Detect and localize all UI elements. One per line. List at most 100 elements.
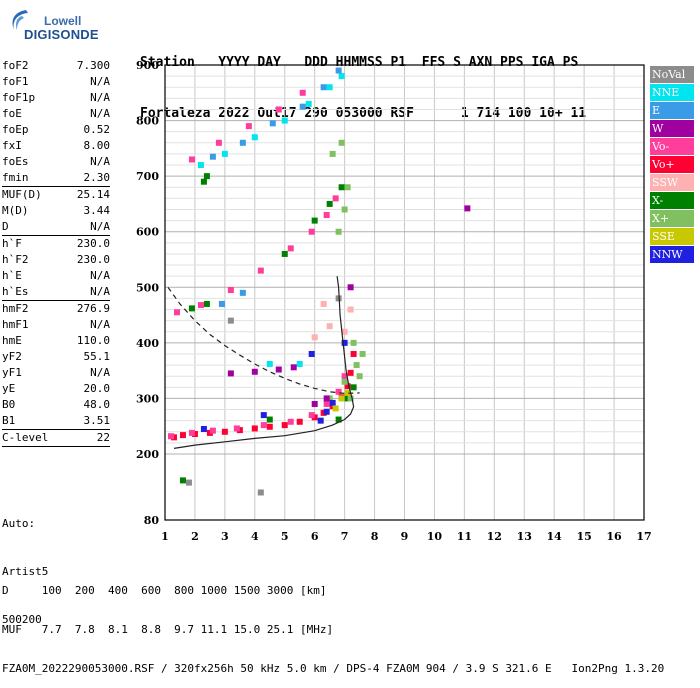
param-name: C-level <box>2 431 49 444</box>
x-tick-label: 8 <box>371 530 379 543</box>
echo-point-x- <box>350 384 357 391</box>
echo-point-noval <box>227 317 234 324</box>
echo-point-nnw <box>317 417 324 424</box>
echo-point-vo- <box>173 309 180 316</box>
x-tick-label: 10 <box>427 530 443 543</box>
echo-point-vo- <box>347 369 354 376</box>
echo-point-sse <box>344 389 351 396</box>
y-tick-label: 400 <box>136 337 159 350</box>
x-tick-label: 7 <box>341 530 349 543</box>
echo-point-x- <box>326 200 333 207</box>
scaled-parameters-panel: foF2 7.300 foF1 N/A foF1p N/A foE N/A foEp 0.52 fx… <box>2 58 110 447</box>
echo-point-x- <box>329 150 336 157</box>
legend-item-vo-: Vo- <box>650 138 694 155</box>
echo-point-vo- <box>167 433 174 440</box>
echo-point-vo- <box>323 400 330 407</box>
x-tick-label: 5 <box>281 530 289 543</box>
echo-point-x- <box>188 305 195 312</box>
echo-point-vo- <box>188 429 195 436</box>
echo-point-nnw <box>341 339 348 346</box>
param-row: M(D) 3.44 <box>2 203 110 219</box>
echo-point-x- <box>356 373 363 380</box>
echo-point-nnw <box>308 350 315 357</box>
param-row: foF2 7.300 <box>2 58 110 74</box>
echo-point-ssw <box>326 323 333 330</box>
param-name: h`F2 <box>2 253 29 266</box>
echo-point-x- <box>353 362 360 369</box>
echo-point-vo- <box>260 422 267 429</box>
param-row: foEp 0.52 <box>2 122 110 138</box>
param-value: 20.0 <box>83 382 111 395</box>
echo-point-x- <box>347 395 354 402</box>
param-value: 8.00 <box>83 139 111 152</box>
param-value: N/A <box>90 366 110 379</box>
legend-item-ssw: SSW <box>650 174 694 191</box>
y-tick-label: 200 <box>136 448 159 461</box>
echo-point-vo- <box>245 123 252 130</box>
echo-point-vo- <box>209 427 216 434</box>
x-tick-label: 15 <box>576 530 591 543</box>
param-name: foF1p <box>2 91 36 104</box>
param-row: B0 48.0 <box>2 397 110 413</box>
x-tick-label: 11 <box>457 530 472 543</box>
echo-point-w <box>311 400 318 407</box>
chart-tick-labels: 1 2 3 4 5 6 7 8 9 10 11 12 13 14 15 16 17802003004005006… <box>136 59 652 543</box>
echo-point-x- <box>281 250 288 257</box>
param-row: yF1 N/A <box>2 365 110 381</box>
param-name: hmF1 <box>2 318 29 331</box>
curve-model <box>167 286 360 395</box>
echo-point-x- <box>344 184 351 191</box>
x-tick-label: 4 <box>251 530 259 543</box>
param-value: 276.9 <box>76 302 110 315</box>
param-name: hmE <box>2 334 22 347</box>
echo-point-x- <box>203 300 210 307</box>
param-row: C-level 22 <box>2 430 110 446</box>
legend-item-nnw: NNW <box>650 246 694 263</box>
param-name: h`E <box>2 269 22 282</box>
echo-point-vo- <box>332 195 339 202</box>
y-tick-label: 500 <box>136 281 159 294</box>
echo-point-vo- <box>287 418 294 425</box>
logo-swoosh-icon <box>12 10 28 30</box>
echo-point-x- <box>203 173 210 180</box>
param-name: fmin <box>2 171 29 184</box>
y-tick-label: 600 <box>136 226 159 239</box>
param-name: fxI <box>2 139 22 152</box>
echo-point-ssw <box>347 306 354 313</box>
echo-point-nne <box>326 84 333 91</box>
echo-point-w <box>323 395 330 402</box>
echo-point-e <box>335 67 342 74</box>
echo-point-vo- <box>299 89 306 96</box>
param-row: hmE 110.0 <box>2 333 110 349</box>
param-name: foEs <box>2 155 29 168</box>
param-row: D N/A <box>2 219 110 235</box>
param-name: foF2 <box>2 59 29 72</box>
param-value: 2.30 <box>83 171 111 184</box>
x-tick-label: 12 <box>487 530 502 543</box>
echo-point-noval <box>257 489 264 496</box>
x-tick-label: 14 <box>547 530 563 543</box>
param-name: B0 <box>2 398 16 411</box>
echo-point-vo- <box>296 418 303 425</box>
param-row: fxI 8.00 <box>2 138 110 154</box>
echo-point-x- <box>338 139 345 146</box>
echo-point-vo- <box>287 245 294 252</box>
param-name: yE <box>2 382 16 395</box>
y-tick-label: 700 <box>136 170 159 183</box>
auto-label: Auto: <box>2 517 36 530</box>
echo-point-nnw <box>200 425 207 432</box>
param-row: hmF1 N/A <box>2 317 110 333</box>
param-name: MUF(D) <box>2 188 42 201</box>
echo-point-e <box>209 153 216 160</box>
echo-point-vo- <box>215 139 222 146</box>
legend-item-sse: SSE <box>650 228 694 245</box>
param-value: 230.0 <box>76 253 110 266</box>
echo-point-x- <box>266 416 273 423</box>
y-tick-label: 900 <box>136 59 159 72</box>
echo-point-e <box>299 103 306 110</box>
chart-echo-points <box>167 67 471 496</box>
legend-item-nne: NNE <box>650 84 694 101</box>
legend-item-x-: X+ <box>650 210 694 227</box>
x-tick-label: 13 <box>517 530 532 543</box>
echo-point-vo- <box>197 302 204 309</box>
